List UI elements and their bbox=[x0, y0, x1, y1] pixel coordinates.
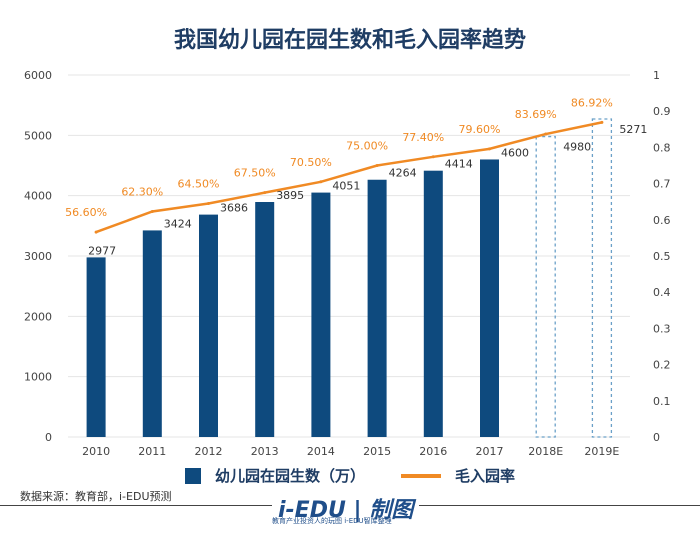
x-tick-label: 2015 bbox=[363, 445, 391, 458]
rate-point bbox=[94, 230, 98, 234]
bar-data-label: 5271 bbox=[619, 123, 647, 136]
y-right-tick-label: 0.5 bbox=[653, 250, 671, 263]
bar-data-label: 4600 bbox=[501, 146, 529, 159]
rate-point bbox=[375, 164, 379, 167]
y-left-tick-label: 4000 bbox=[24, 190, 52, 203]
rate-point bbox=[544, 132, 548, 136]
y-right-tick-label: 0 bbox=[653, 431, 660, 444]
y-right-tick-label: 0.6 bbox=[653, 214, 671, 227]
bar-data-label: 3424 bbox=[164, 217, 192, 230]
rate-data-label: 56.60% bbox=[65, 206, 107, 219]
y-left-tick-label: 6000 bbox=[24, 69, 52, 82]
legend-bar-swatch bbox=[184, 467, 201, 484]
y-right-tick-label: 0.7 bbox=[653, 178, 671, 191]
bar bbox=[199, 214, 218, 437]
y-right-tick-label: 0.1 bbox=[653, 395, 671, 408]
x-tick-label: 2017 bbox=[476, 445, 504, 458]
bar-data-label: 4264 bbox=[389, 167, 417, 180]
brand-logo: i-EDU | 制图 bbox=[272, 492, 420, 524]
y-right-tick-label: 0.9 bbox=[653, 105, 671, 118]
chart-title: 我国幼儿园在园生数和毛入园率趋势 bbox=[173, 28, 526, 53]
rate-data-label: 62.30% bbox=[121, 185, 163, 198]
rate-point bbox=[150, 209, 154, 213]
y-right-tick-label: 1 bbox=[653, 69, 660, 82]
x-tick-label: 2012 bbox=[195, 445, 223, 458]
rate-line bbox=[95, 121, 603, 234]
rate-data-label: 75.00% bbox=[346, 140, 388, 153]
y-left-tick-label: 5000 bbox=[24, 129, 52, 142]
rate-point bbox=[488, 147, 491, 151]
y-left-tick-label: 3000 bbox=[24, 250, 52, 263]
rate-data-label: 67.50% bbox=[234, 167, 276, 180]
y-right-tick-label: 0.8 bbox=[653, 141, 671, 154]
brand-tagline: 教育产业投资人的玩图 i-EDU智库整理 bbox=[272, 517, 392, 525]
rate-point bbox=[319, 180, 323, 184]
brand-mark: 制图 bbox=[369, 498, 414, 523]
y-left-tick-label: 1000 bbox=[24, 371, 52, 384]
bar bbox=[255, 202, 275, 437]
rate-data-label: 77.40% bbox=[402, 131, 444, 144]
rate-point bbox=[263, 191, 267, 195]
x-tick-label: 2013 bbox=[251, 445, 279, 458]
legend: 幼儿园在园生数（万） 毛入园率 bbox=[0, 465, 700, 486]
data-source: 数据来源：教育部，i-EDU预测 bbox=[20, 490, 172, 503]
bar-data-label: 4414 bbox=[445, 158, 473, 171]
x-tick-label: 2014 bbox=[307, 445, 335, 458]
rate-point bbox=[207, 202, 210, 206]
bar-data-label: 4980 bbox=[563, 141, 591, 154]
x-tick-label: 2019E bbox=[584, 445, 619, 458]
bar bbox=[86, 257, 106, 437]
x-tick-label: 2010 bbox=[82, 445, 110, 458]
bar bbox=[367, 179, 387, 438]
rate-data-label: 70.50% bbox=[290, 156, 332, 169]
bar-data-label: 3895 bbox=[276, 189, 304, 202]
rate-data-label: 83.69% bbox=[515, 108, 557, 121]
bar bbox=[311, 192, 331, 437]
rate-point bbox=[431, 155, 435, 159]
y-left-tick-label: 2000 bbox=[24, 310, 52, 323]
y-left-tick-label: 0 bbox=[45, 431, 52, 444]
y-right-tick-label: 0.3 bbox=[653, 322, 671, 335]
bar bbox=[423, 170, 443, 437]
bar-data-label: 3686 bbox=[220, 202, 248, 215]
bar bbox=[480, 159, 499, 437]
rate-data-label: 64.50% bbox=[178, 178, 220, 191]
bar bbox=[142, 230, 162, 437]
x-tick-label: 2016 bbox=[419, 445, 447, 458]
bar-data-label: 4051 bbox=[332, 180, 360, 193]
legend-line-label: 毛入园率 bbox=[455, 467, 516, 485]
brand-logo-text: i-EDU bbox=[278, 498, 346, 523]
y-right-tick-label: 0.4 bbox=[653, 286, 671, 299]
y-right-tick-label: 0.2 bbox=[653, 359, 671, 372]
legend-bar-label: 幼儿园在园生数（万） bbox=[214, 467, 365, 485]
bar-forecast bbox=[591, 118, 613, 438]
legend-line-swatch bbox=[401, 473, 441, 478]
x-tick-label: 2018E bbox=[528, 445, 563, 458]
rate-data-label: 86.92% bbox=[571, 96, 613, 109]
bar-forecast bbox=[535, 135, 556, 438]
x-tick-label: 2011 bbox=[138, 445, 166, 458]
rate-data-label: 79.60% bbox=[459, 123, 501, 136]
rate-point bbox=[600, 120, 604, 124]
bar-data-label: 2977 bbox=[88, 244, 116, 257]
